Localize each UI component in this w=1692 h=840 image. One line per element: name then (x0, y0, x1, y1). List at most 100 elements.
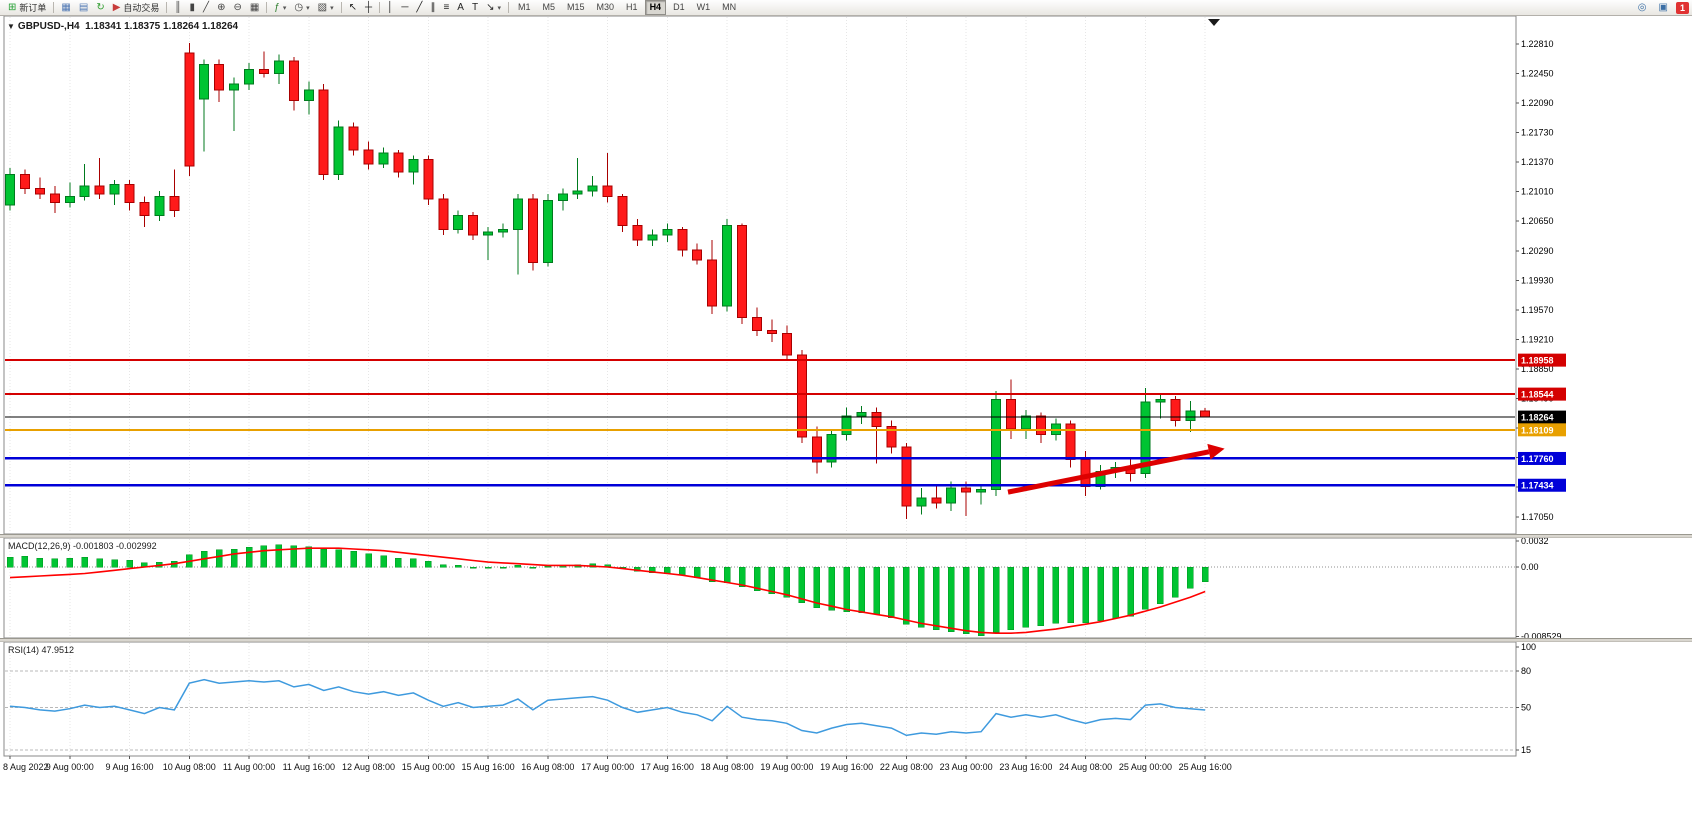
text-button[interactable]: A (453, 0, 468, 16)
zoom-out-button[interactable]: ⊖ (229, 0, 245, 16)
macd-bar (1142, 566, 1149, 610)
timeframe-h1-button[interactable]: H1 (626, 2, 638, 12)
charts-window-button[interactable]: ▦ (57, 0, 74, 16)
panel-separator[interactable] (0, 534, 1692, 538)
macd-bar (81, 556, 88, 568)
current-price-line-price-label (1518, 410, 1566, 424)
candle-body (512, 198, 523, 230)
horizontal-lines: 1.18958 1.18544 1.18264 1.18109 1.17760 1.174… (5, 353, 1566, 492)
candle-body (602, 185, 613, 198)
candle-body (826, 434, 837, 463)
horizontal-line-button[interactable]: ─ (397, 0, 412, 16)
bar-chart-button[interactable]: ║ (170, 0, 185, 16)
macd-bar (320, 548, 327, 568)
candle-body (288, 60, 299, 102)
timeframe-m30-button[interactable]: M30 (596, 2, 615, 12)
rsi-line (9, 678, 1206, 737)
macd-bar (962, 566, 970, 635)
macd-bar (947, 566, 955, 632)
candle-body (781, 333, 792, 356)
macd-bar (1052, 566, 1060, 624)
tile-windows-button[interactable]: ▦ (246, 0, 263, 16)
macd-bar (828, 566, 835, 611)
autotrade-button[interactable]: ▶ 自动交易 (109, 0, 164, 16)
macd-tick-label: 0.0032 (1521, 536, 1549, 546)
templates-button[interactable]: ▧ ▾ (314, 0, 338, 16)
price-tick-label: 1.18850 (1521, 364, 1554, 374)
chevron-down-icon: ▾ (497, 4, 501, 12)
panel-separator[interactable] (0, 638, 1692, 642)
macd-bar (649, 566, 656, 573)
candlestick-button[interactable]: ▮ (186, 0, 200, 16)
timeframe-d1-button[interactable]: D1 (673, 2, 685, 12)
candle-body (841, 415, 852, 436)
candle-body (1080, 458, 1091, 487)
candle-body (811, 436, 822, 463)
macd-bar (1157, 566, 1164, 605)
macd-bar (410, 558, 417, 568)
zoom-in-button[interactable]: ⊕ (213, 0, 229, 16)
indicators-button[interactable]: ƒ ▾ (270, 0, 290, 16)
macd-bar (66, 557, 74, 568)
crosshair-button[interactable]: ┼ (361, 0, 376, 16)
trend-arrow[interactable] (1007, 443, 1225, 495)
timeframe-w1-button[interactable]: W1 (696, 2, 711, 12)
timeframe-mn-button[interactable]: MN (722, 2, 737, 12)
timeframe-m5-button[interactable]: M5 (542, 2, 556, 12)
candle-body (468, 214, 479, 236)
arrows-button[interactable]: ↘ ▾ (482, 0, 505, 16)
timeframe-m1-button[interactable]: M1 (517, 2, 531, 12)
channel-button[interactable]: ∥ (426, 0, 439, 16)
time-tick-label: 24 Aug 08:00 (1059, 762, 1112, 772)
periods-button[interactable]: ◷ ▾ (290, 0, 313, 16)
macd-bar (977, 566, 985, 636)
market-watch-button[interactable]: ▤ (75, 0, 92, 16)
timeframe-h4-button[interactable]: H4 (644, 0, 667, 15)
macd-bar (126, 560, 133, 568)
candle-body (34, 187, 45, 195)
line-chart-button[interactable]: ╱ (199, 0, 213, 16)
macd-bar (380, 555, 387, 568)
time-tick-label: 16 Aug 08:00 (521, 762, 574, 772)
cursor-button[interactable]: ↖ (345, 0, 361, 16)
macd-bar (335, 549, 342, 568)
fibonacci-button[interactable]: ≡ (439, 0, 453, 16)
toolbar-separator (266, 2, 268, 13)
trendline-button[interactable]: ╱ (412, 0, 426, 16)
notification-badge[interactable]: 1 (1675, 1, 1689, 14)
price-tick-label: 1.22450 (1521, 68, 1554, 78)
channel-icon: ∥ (430, 1, 436, 13)
chart-expand-icon[interactable]: ▼ (7, 22, 15, 31)
macd-bar (484, 566, 492, 569)
candle-body (318, 89, 329, 175)
macd-bar (425, 561, 432, 568)
macd-bar (6, 556, 14, 568)
timeframe-m15-button[interactable]: M15 (567, 2, 585, 12)
chevron-down-icon: ▾ (306, 4, 310, 12)
community-button[interactable]: ▣ (1655, 0, 1672, 16)
time-tick-label: 8 Aug 2022 (3, 762, 49, 772)
chevron-down-icon: ▾ (282, 4, 287, 12)
refresh-button[interactable]: ↻ (92, 0, 108, 16)
macd-bar (544, 565, 552, 568)
candle-body (931, 497, 942, 504)
price-tick-label: 1.21730 (1521, 128, 1554, 138)
candle-body (647, 234, 658, 241)
text-label-button[interactable]: T (468, 0, 482, 16)
rsi-panel: 100 80 50 15 (5, 642, 1536, 755)
new-order-button[interactable]: ⊞ 新订单 (4, 0, 50, 16)
price-tick-label: 1.22090 (1521, 98, 1554, 108)
scroll-to-end-marker[interactable] (1208, 19, 1220, 26)
macd-bar (230, 548, 238, 568)
candle-body (438, 198, 449, 230)
macd-bar (305, 546, 313, 568)
candle-body (79, 185, 90, 198)
candle-body (333, 126, 344, 175)
candle-body (856, 412, 867, 417)
search-button[interactable]: ◎ (1634, 0, 1651, 16)
refresh-icon: ↻ (96, 1, 105, 13)
rsi-tick-label: 15 (1521, 745, 1531, 755)
vertical-line-button[interactable]: │ (383, 0, 397, 16)
candlestick-icon: ▮ (189, 1, 196, 13)
